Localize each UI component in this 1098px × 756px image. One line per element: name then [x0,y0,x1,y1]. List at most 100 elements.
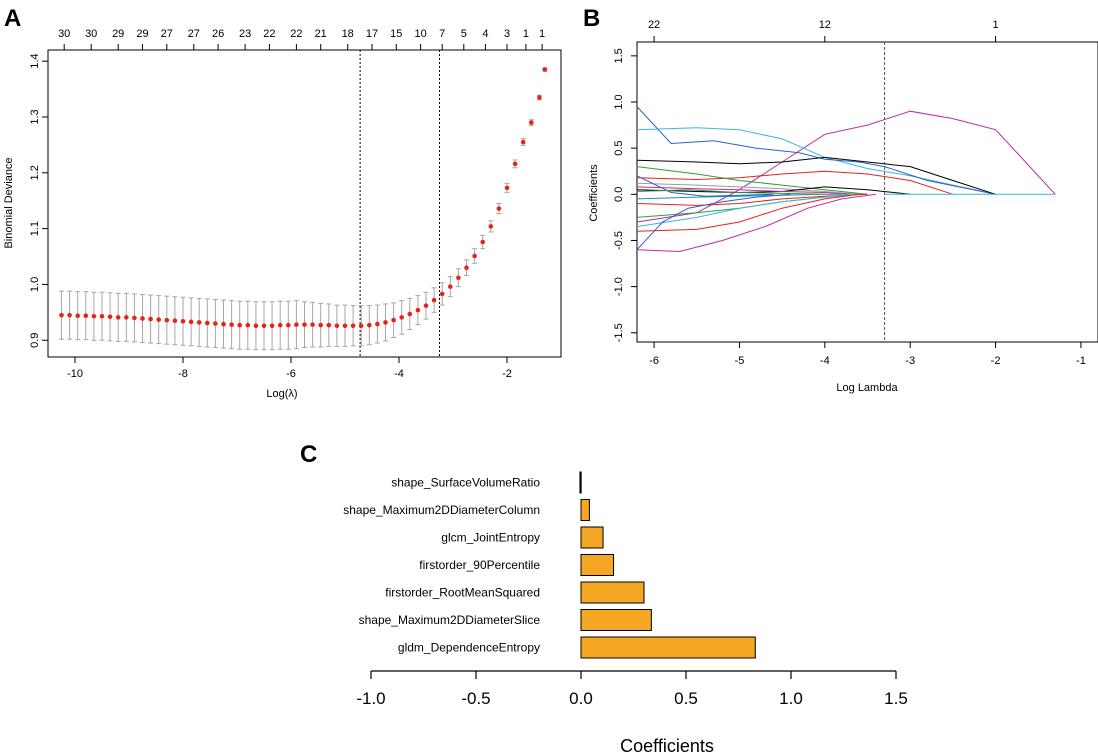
panel-b-path-p13 [636,193,851,228]
panel-a-top-tick-label: 30 [58,28,70,40]
panel-a-point [75,313,80,318]
panel-a-point [448,284,453,289]
panel-label-a: A [4,5,21,32]
panel-b-plot-frame [636,41,1098,343]
panel-c-category-label: gldm_DependenceEntropy [398,641,540,655]
panel-a-point [512,161,518,167]
panel-a-point [520,139,526,145]
panel-a-point [107,314,113,320]
panel-b-y-tick-label: 1.0 [613,94,625,109]
panel-a-point [399,315,405,320]
panel-label-b: B [583,5,600,32]
panel-b-path-p2 [636,127,996,195]
panel-a-point [415,307,421,313]
panel-a-point [472,253,477,259]
panel-a-point [318,322,324,328]
panel-c-category-labels: shape_SurfaceVolumeRatio shape_Maximum2DD… [343,476,540,655]
panel-b-y-tick-label: -1.5 [613,323,625,342]
panel-c-category-label: shape_Maximum2DDiameterSlice [359,613,541,627]
panel-a-x-axis: -10 -8 -6 -4 -2 [67,356,512,380]
panel-b-x-tick-label: -5 [735,355,745,367]
panel-a-top-tick-label: 4 [482,28,488,40]
panel-a-point [383,320,388,325]
panel-a-points [59,67,548,329]
panel-b-y-tick-label: -0.5 [613,231,625,250]
panel-a-x-tick-label: -2 [502,368,512,380]
panel-a-point [334,323,340,329]
panel-a-top-tick-label: 27 [161,28,173,40]
panel-a-y-axis: 0.9 1.0 1.1 1.2 1.3 1.4 [29,54,48,348]
panel-c-bar [580,526,604,549]
panel-a-point [326,322,332,328]
panel-c-x-tick-label: 0.5 [674,689,698,708]
panel-a-point [156,317,161,322]
panel-a-top-tick-label: 3 [504,28,510,40]
panel-a-point [542,67,548,72]
panel-a-point [375,321,380,327]
panel-a-top-tick-label: 29 [136,28,148,40]
panel-label-c: C [300,441,317,468]
panel-a-point [350,323,356,329]
panel-b-coefficient-path-plot: -6 -5 -4 -3 -2 -1 -1.5 -1.0 -0.5 0.0 0.5 1.0 1.5 22… [588,19,1098,394]
panel-a-point [456,275,461,281]
panel-b-x-label: Log Lambda [836,382,898,394]
panel-a-point [83,313,89,318]
panel-a-error-bars [59,67,548,351]
panel-a-point [188,319,194,325]
panel-b-x-tick-label: -1 [1076,355,1086,367]
panel-b-path-p5 [636,170,954,195]
panel-a-point [124,315,129,320]
panel-a-point [115,315,121,320]
panel-b-y-tick-label: -1.0 [613,277,625,296]
panel-a-point [132,315,137,321]
panel-b-path-p17 [636,175,774,197]
panel-b-y-axis: -1.5 -1.0 -0.5 0.0 0.5 1.0 1.5 [613,48,637,342]
panel-b-y-tick-label: 1.5 [613,48,625,63]
panel-c-category-label: glcm_JointEntropy [441,531,540,545]
panel-b-top-tick-label: 1 [992,19,998,31]
panel-a-point [302,322,307,327]
panel-a-point [504,185,510,191]
panel-b-y-tick-label: 0.0 [613,187,625,202]
panel-a-point [358,323,364,329]
panel-b-top-tick-label: 12 [819,19,831,31]
panel-b-path-p10 [636,193,842,200]
panel-a-point [205,320,210,326]
panel-b-path-p7 [636,182,860,195]
panel-a-top-tick-label: 15 [390,28,402,40]
panel-a-point [148,316,153,322]
panel-b-path-p18 [636,189,825,195]
panel-a-point [277,322,283,328]
panel-a-cv-deviance-plot: -10 -8 -6 -4 -2 0.9 1.0 1.1 1.2 1.3 1.4 30 30 29 29 2… [3,28,562,400]
panel-a-point [196,320,202,325]
panel-a-top-tick-label: 29 [112,28,124,40]
panel-a-top-tick-label: 7 [439,28,445,40]
panel-c-bars [579,471,756,659]
panel-c-x-tick-label: 1.0 [779,689,803,708]
panel-b-path-p1 [636,110,1056,223]
panel-b-top-axis: 22 12 1 [648,19,999,42]
panel-c-x-tick-label: 0.0 [569,689,593,708]
panel-a-top-tick-label: 21 [315,28,327,40]
panel-a-point [269,323,275,329]
panel-a-point [537,95,542,100]
panel-b-path-p6 [636,166,868,195]
panel-a-point [140,316,145,321]
panel-a-point [99,313,105,319]
panel-c-bar [580,636,756,659]
panel-b-y-label: Coefficients [588,164,600,222]
panel-a-point [164,317,170,323]
panel-c-x-label: Coefficients [620,736,714,756]
panel-a-point [529,120,534,125]
panel-a-point [423,303,429,308]
panel-b-path-p4 [636,156,996,195]
panel-c-bar [580,499,590,521]
panel-c-category-label: firstorder_RootMeanSquared [385,586,540,600]
panel-a-top-tick-label: 1 [539,28,545,40]
panel-a-y-tick-label: 1.1 [29,221,41,236]
panel-a-y-tick-label: 1.2 [29,165,41,180]
panel-b-path-p14 [636,193,860,232]
panel-a-y-tick-label: 1.4 [29,54,41,69]
panel-a-x-label: Log(λ) [266,388,297,400]
